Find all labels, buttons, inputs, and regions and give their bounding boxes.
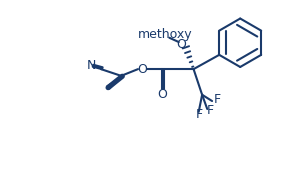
Text: methoxy: methoxy: [138, 28, 193, 41]
Text: O: O: [177, 38, 187, 51]
Text: N: N: [87, 59, 97, 72]
Text: F: F: [214, 93, 221, 106]
Text: O: O: [157, 88, 167, 101]
Text: F: F: [207, 104, 214, 117]
Text: O: O: [137, 63, 147, 76]
Text: F: F: [196, 108, 203, 121]
Polygon shape: [107, 76, 122, 89]
